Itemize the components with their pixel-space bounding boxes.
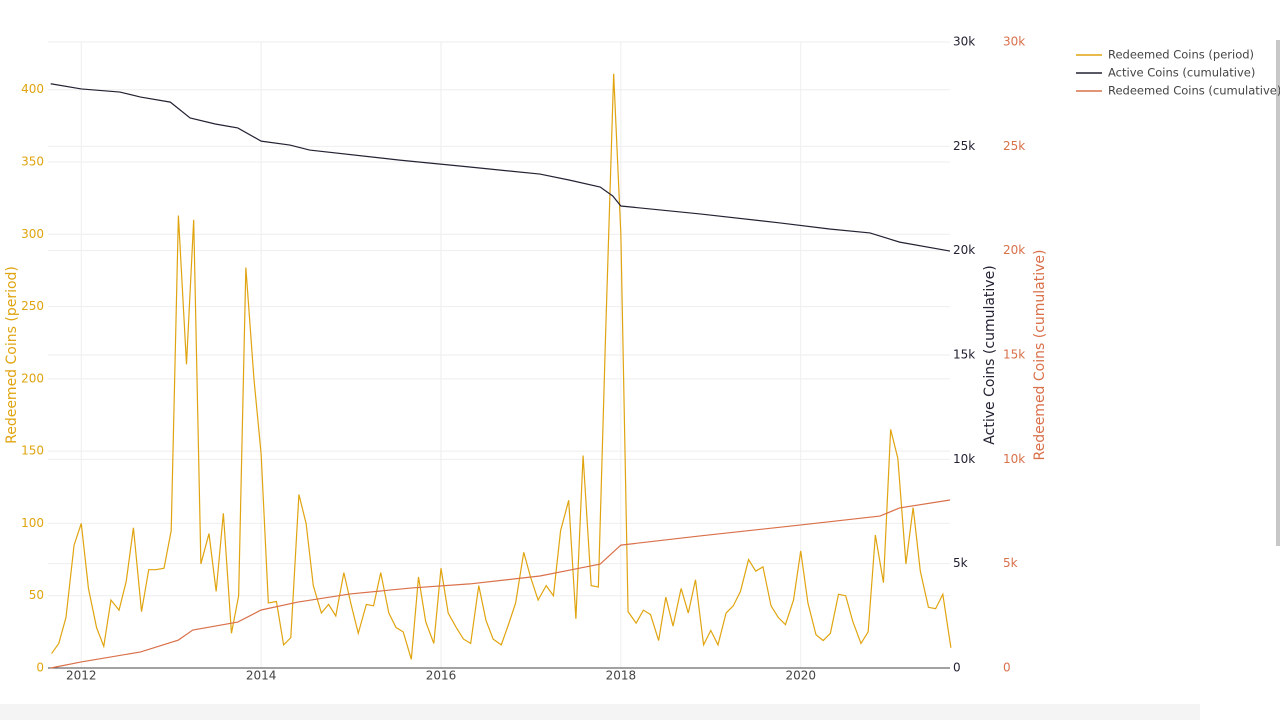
x-tick-label: 2014 xyxy=(246,669,277,683)
axis-title: Active Coins (cumulative) xyxy=(982,265,998,444)
y-tick-label: 400 xyxy=(21,82,44,96)
x-tick-label: 2020 xyxy=(785,669,816,683)
y3-tick-label: 5k xyxy=(1003,556,1018,570)
y-tick-label: 150 xyxy=(21,444,44,458)
y-tick-label: 0 xyxy=(36,661,44,675)
y3-tick-label: 20k xyxy=(1003,243,1025,257)
y2-tick-label: 30k xyxy=(953,35,975,49)
y3-tick-label: 30k xyxy=(1003,35,1025,49)
x-tick-label: 2018 xyxy=(606,669,637,683)
y-tick-label: 250 xyxy=(21,299,44,313)
axis-title: Redeemed Coins (cumulative) xyxy=(1032,249,1048,460)
series-line xyxy=(51,73,952,660)
axis-title: Redeemed Coins (period) xyxy=(4,266,20,444)
legend-label: Active Coins (cumulative) xyxy=(1108,66,1255,80)
bottom-band xyxy=(0,704,1200,720)
y-tick-label: 300 xyxy=(21,227,44,241)
y-tick-label: 350 xyxy=(21,154,44,168)
y2-tick-label: 10k xyxy=(953,452,975,466)
y2-tick-label: 5k xyxy=(953,556,968,570)
y2-tick-label: 25k xyxy=(953,139,975,153)
scrollbar[interactable] xyxy=(1276,40,1280,546)
y-tick-label: 100 xyxy=(21,516,44,530)
y2-tick-label: 20k xyxy=(953,243,975,257)
y3-tick-label: 15k xyxy=(1003,348,1025,362)
y-tick-label: 200 xyxy=(21,371,44,385)
y-tick-label: 50 xyxy=(29,588,44,602)
x-tick-label: 2012 xyxy=(66,669,97,683)
y3-tick-label: 0 xyxy=(1003,661,1011,675)
y3-tick-label: 25k xyxy=(1003,139,1025,153)
y3-tick-label: 10k xyxy=(1003,452,1025,466)
y2-tick-label: 15k xyxy=(953,348,975,362)
legend-label: Redeemed Coins (cumulative) xyxy=(1108,84,1280,98)
x-tick-label: 2016 xyxy=(426,669,457,683)
series-line xyxy=(50,83,951,252)
y2-tick-label: 0 xyxy=(953,661,961,675)
series-line xyxy=(50,499,951,669)
legend-label: Redeemed Coins (period) xyxy=(1108,48,1254,62)
